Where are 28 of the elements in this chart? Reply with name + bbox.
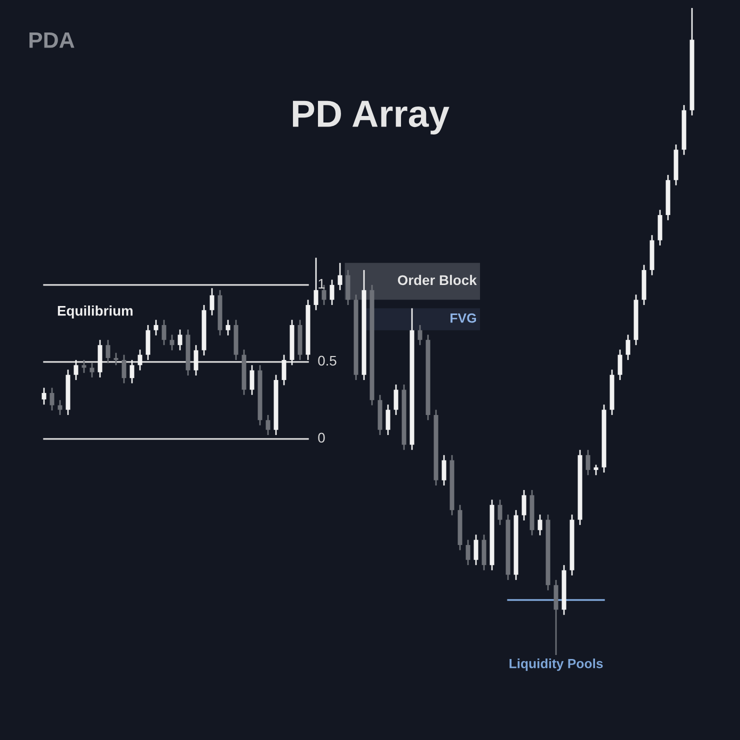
candlestick — [626, 334, 630, 361]
annotation: PDA — [29, 32, 74, 48]
annotation: Equilibrium — [58, 306, 133, 318]
candlestick — [106, 339, 110, 364]
candlestick — [266, 414, 270, 436]
candlestick — [586, 449, 590, 476]
candlestick — [314, 257, 318, 311]
candlestick — [74, 359, 78, 381]
text: PD Array — [292, 100, 450, 134]
candlestick — [130, 359, 134, 384]
candlestick — [178, 328, 182, 351]
series-label: 0.5 — [318, 356, 336, 366]
series-label: 0 — [318, 432, 325, 443]
candlestick — [338, 262, 342, 291]
candlestick — [330, 279, 334, 306]
candlestick — [162, 319, 166, 346]
candlestick — [42, 387, 46, 406]
candlestick — [114, 352, 118, 366]
band-label: FVG — [450, 313, 476, 323]
candlestick — [50, 387, 54, 412]
candlestick — [90, 362, 94, 378]
text: Liquidity Pools — [510, 658, 603, 671]
candlestick — [498, 499, 502, 526]
candlestick — [466, 539, 470, 566]
series-label: 1 — [318, 278, 325, 289]
candlestick — [418, 324, 422, 346]
candlestick — [394, 384, 398, 416]
band-label: Order Block — [398, 274, 477, 286]
